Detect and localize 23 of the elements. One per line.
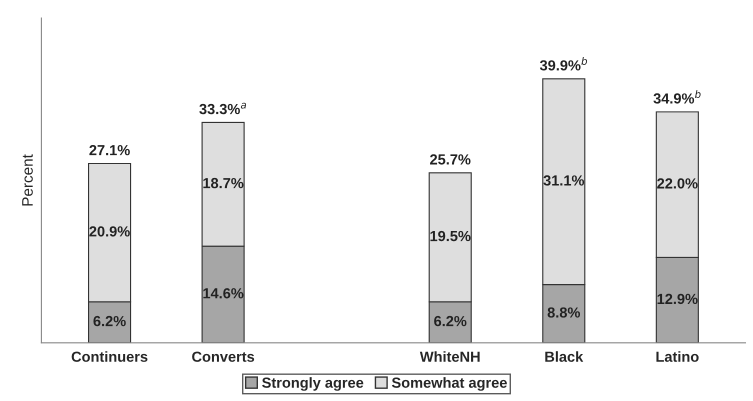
total-label: 27.1% bbox=[89, 144, 130, 156]
data-label: 20.9% bbox=[89, 226, 130, 237]
data-label: 18.7% bbox=[203, 178, 244, 188]
data-label: 22.0% bbox=[657, 178, 698, 189]
legend-label: Strongly agree bbox=[262, 377, 364, 391]
x-tick-label: Latino bbox=[656, 351, 699, 362]
data-label: 8.8% bbox=[548, 307, 580, 318]
data-label: 14.6% bbox=[203, 288, 244, 298]
total-label: 25.7% bbox=[430, 154, 471, 165]
data-label: 12.9% bbox=[658, 294, 698, 304]
total-label: 33.3%$^{a}$ bbox=[199, 102, 246, 114]
legend-label: Somewhat agree bbox=[392, 377, 507, 391]
x-tick-label: Converts bbox=[192, 352, 254, 362]
y-axis-title: Percent bbox=[22, 154, 33, 206]
total-label: 34.9%$^{b}$ bbox=[653, 90, 701, 104]
total-label: 39.9%$^{b}$ bbox=[540, 57, 588, 71]
data-label: 6.2% bbox=[93, 316, 126, 326]
data-label: 6.2% bbox=[434, 316, 466, 326]
data-label: 19.5% bbox=[430, 230, 471, 242]
data-label: 31.1% bbox=[543, 175, 584, 186]
x-tick-label: Black bbox=[545, 351, 584, 362]
x-tick-label: WhiteNH bbox=[420, 351, 480, 362]
x-tick-label: Continuers bbox=[72, 351, 148, 362]
